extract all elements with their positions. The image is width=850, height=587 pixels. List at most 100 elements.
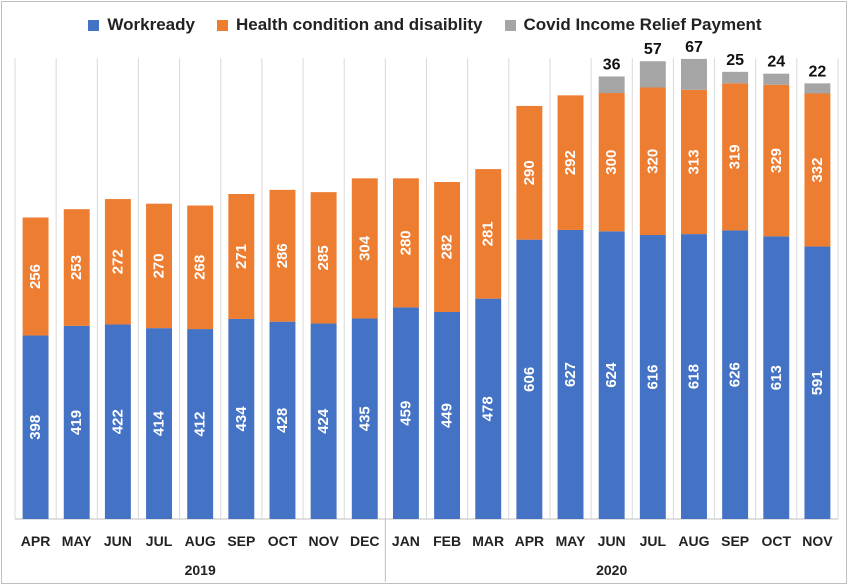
- bar-segment-health: [146, 203, 172, 329]
- data-label: 271: [233, 244, 250, 269]
- x-tick-label: DEC: [350, 533, 380, 549]
- bar-segment-health: [310, 192, 337, 324]
- legend-item-workready: Workready: [88, 15, 195, 35]
- bar-segment-health: [516, 105, 543, 240]
- data-label: 459: [397, 401, 414, 426]
- year-group-label: 2020: [596, 562, 627, 578]
- legend-swatch-health: [216, 19, 228, 31]
- bar-segment-health: [187, 205, 214, 330]
- bar-segment-workready: [63, 325, 90, 519]
- legend-label-workready: Workready: [107, 15, 195, 34]
- data-label-covid: 36: [603, 56, 621, 73]
- bar-segment-workready: [187, 329, 214, 519]
- data-label: 435: [356, 406, 373, 431]
- data-label: 256: [27, 264, 44, 289]
- legend-item-covid: Covid Income Relief Payment: [504, 15, 762, 35]
- x-tick-label: NOV: [802, 533, 833, 549]
- data-label: 272: [109, 249, 126, 274]
- bar-segment-covid: [722, 71, 749, 84]
- bar-segment-covid: [598, 76, 625, 94]
- legend-item-health: Health condition and disaiblity: [216, 15, 483, 35]
- x-tick-label: OCT: [268, 533, 298, 549]
- bar-segment-health: [639, 87, 666, 236]
- x-tick-label: OCT: [761, 533, 791, 549]
- data-label-covid: 25: [726, 52, 744, 69]
- data-label: 285: [315, 245, 332, 270]
- bar-segment-health: [269, 189, 296, 322]
- bar-segment-workready: [598, 231, 625, 519]
- x-tick-label: MAY: [62, 533, 92, 549]
- bar-segment-workready: [146, 328, 172, 519]
- data-label: 618: [685, 364, 702, 389]
- bar-segment-workready: [351, 318, 378, 519]
- data-label-covid: 22: [809, 63, 827, 80]
- bar-segment-workready: [763, 236, 790, 520]
- bar-segment-workready: [22, 335, 49, 519]
- data-label: 422: [109, 409, 126, 434]
- x-tick-label: JUN: [598, 533, 626, 549]
- data-label-covid: 24: [767, 54, 785, 71]
- bar-segment-workready: [104, 324, 131, 519]
- bar-segment-covid: [763, 73, 790, 85]
- data-label: 300: [603, 150, 620, 175]
- bar-segment-health: [434, 182, 461, 313]
- bar-segment-health: [104, 199, 131, 325]
- data-label: 332: [809, 158, 826, 183]
- data-label: 606: [521, 367, 538, 392]
- data-label: 286: [274, 243, 291, 268]
- data-label: 281: [480, 221, 497, 246]
- data-label: 419: [68, 410, 85, 435]
- bar-segment-workready: [228, 318, 255, 519]
- bar-segment-covid: [639, 61, 666, 88]
- data-label-covid: 57: [644, 41, 662, 58]
- bar-segment-workready: [310, 323, 337, 519]
- bar-segment-health: [598, 93, 625, 232]
- bar-segment-health: [351, 178, 378, 319]
- bar-segment-health: [228, 193, 255, 319]
- data-label: 253: [68, 255, 85, 280]
- data-label: 319: [727, 144, 744, 169]
- data-label: 414: [151, 410, 168, 436]
- year-group-label: 2019: [185, 562, 216, 578]
- bar-segment-health: [722, 83, 749, 231]
- data-label: 320: [644, 149, 661, 174]
- legend: Workready Health condition and disaiblit…: [0, 15, 850, 35]
- x-tick-label: AUG: [185, 533, 216, 549]
- x-tick-label: APR: [515, 533, 545, 549]
- bar-segment-workready: [434, 312, 461, 519]
- bar-segment-covid: [681, 58, 707, 90]
- bar-segment-workready: [681, 234, 707, 520]
- legend-label-covid: Covid Income Relief Payment: [523, 15, 762, 34]
- bar-segment-workready: [475, 298, 502, 519]
- bar-segment-health: [681, 89, 707, 235]
- data-label: 478: [480, 396, 497, 421]
- data-label: 313: [685, 149, 702, 174]
- legend-swatch-workready: [88, 19, 100, 31]
- data-label: 624: [603, 362, 620, 388]
- x-tick-label: APR: [21, 533, 51, 549]
- x-tick-label: JUN: [104, 533, 132, 549]
- bar-segment-health: [763, 84, 790, 237]
- data-label: 428: [274, 408, 291, 433]
- data-label: 280: [397, 230, 414, 255]
- data-label: 627: [562, 362, 579, 387]
- bar-segment-health: [63, 209, 90, 326]
- bar-segment-workready: [557, 229, 584, 519]
- bar-segment-covid: [804, 83, 831, 94]
- data-label: 304: [356, 235, 373, 261]
- data-label: 449: [439, 403, 456, 428]
- x-tick-label: MAR: [472, 533, 504, 549]
- x-tick-label: SEP: [721, 533, 749, 549]
- bar-segment-workready: [269, 321, 296, 519]
- data-label: 412: [192, 412, 209, 437]
- bar-segment-health: [475, 169, 502, 299]
- bar-segment-health: [804, 93, 831, 247]
- data-label: 613: [768, 365, 785, 390]
- x-tick-label: MAY: [556, 533, 586, 549]
- bar-segment-workready: [639, 235, 666, 520]
- data-label: 270: [151, 253, 168, 278]
- data-label: 290: [521, 160, 538, 185]
- x-tick-label: NOV: [308, 533, 339, 549]
- data-label: 268: [192, 255, 209, 280]
